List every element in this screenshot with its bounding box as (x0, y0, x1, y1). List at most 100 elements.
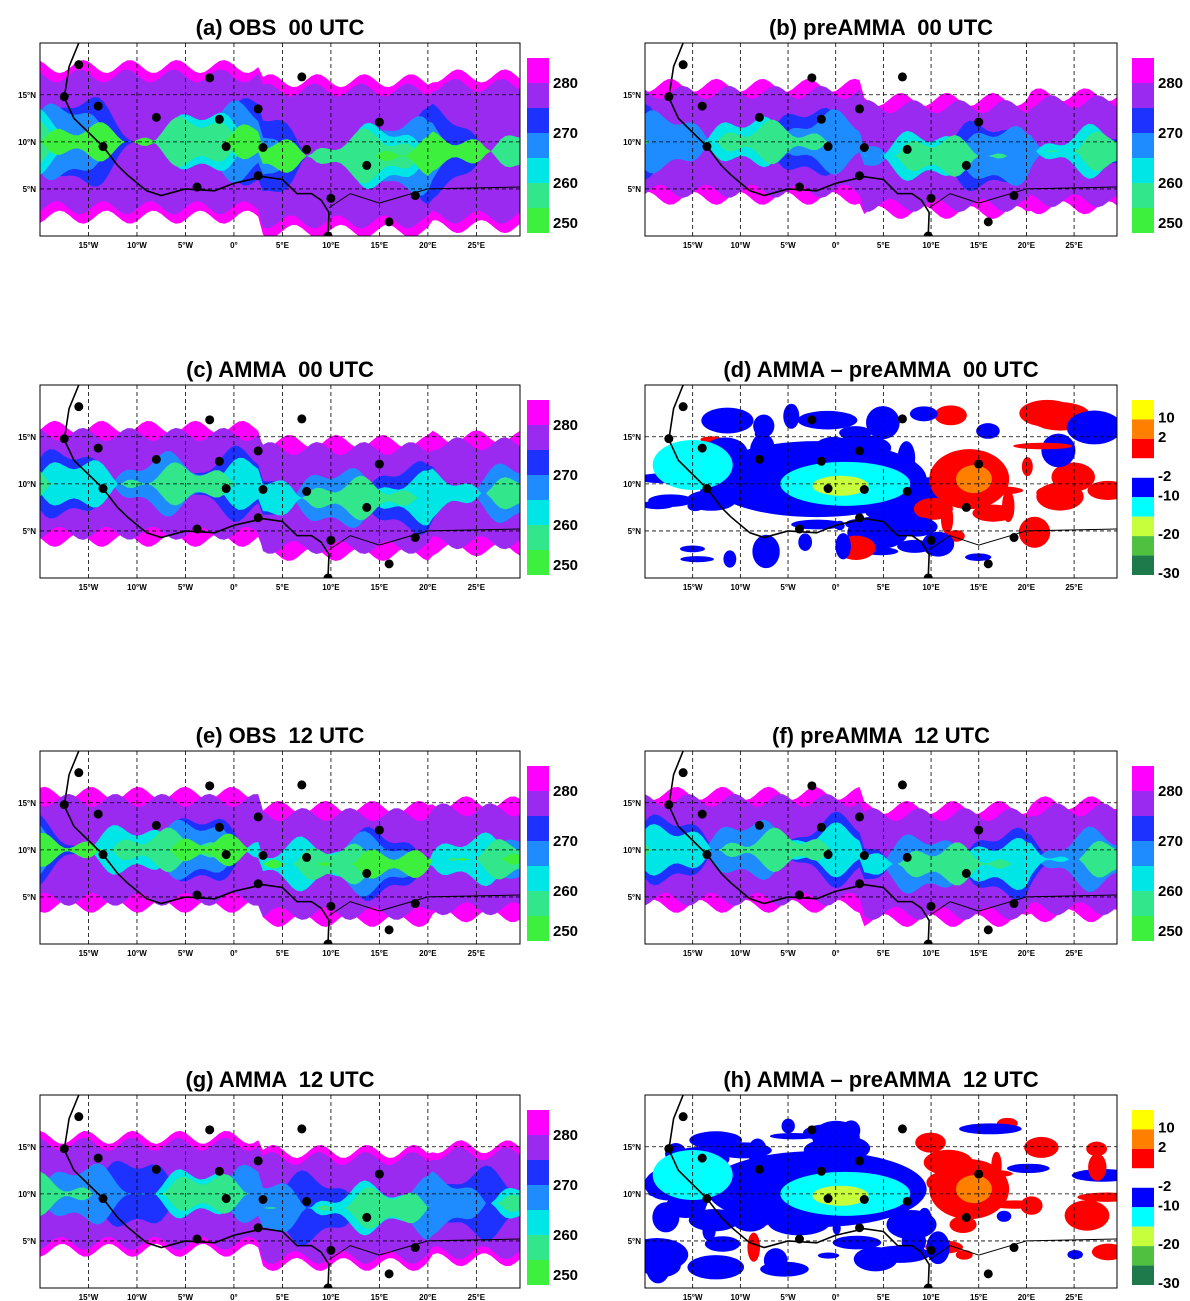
station (1009, 899, 1019, 909)
contour-fill (1018, 516, 1051, 548)
lon-label: 10°E (322, 583, 340, 592)
colorbar-swatch (1132, 816, 1154, 841)
lon-label: 10°W (127, 241, 147, 250)
contour-fill (812, 1185, 869, 1206)
contour-fill (915, 1132, 946, 1153)
station (664, 1144, 674, 1154)
colorbar-label: 250 (553, 1267, 578, 1284)
colorbar-swatch (1132, 1110, 1154, 1130)
contour-fill (754, 429, 765, 439)
station (794, 524, 804, 534)
station (897, 72, 907, 82)
contour-fill (959, 1123, 1022, 1135)
lat-label: 15°N (18, 91, 36, 100)
field (645, 1095, 1117, 1288)
station (253, 446, 263, 456)
colorbar-label: 270 (553, 1177, 578, 1194)
station (859, 143, 869, 153)
colorbar-swatch (527, 1135, 549, 1160)
contour-fill (1067, 1249, 1083, 1260)
lon-label: 5°W (780, 583, 796, 592)
contour-fill (1086, 1141, 1108, 1157)
colorbar-label: 280 (1158, 783, 1183, 800)
station (326, 901, 336, 911)
colorbar-label: 260 (1158, 883, 1183, 900)
station (253, 879, 263, 889)
colorbar-swatch (1132, 1265, 1154, 1285)
station (1009, 191, 1019, 201)
station (923, 939, 933, 944)
station (855, 879, 865, 889)
colorbar-swatch (1132, 791, 1154, 816)
station (362, 160, 372, 170)
colorbar-label: -2 (1158, 1178, 1171, 1195)
colorbar-label: 280 (1158, 75, 1183, 92)
contour-fill (40, 462, 520, 521)
station (702, 484, 712, 494)
lat-label: 10°N (623, 480, 641, 489)
lon-label: 0° (832, 1293, 840, 1301)
panel-title: (c) AMMA 00 UTC (186, 357, 374, 382)
field (40, 1095, 520, 1288)
station (93, 101, 103, 111)
colorbar-swatch (527, 866, 549, 891)
lat-label: 15°N (623, 1143, 641, 1152)
station (697, 1153, 707, 1163)
colorbar-swatch (527, 83, 549, 108)
colorbar-swatch (527, 183, 549, 208)
colorbar-swatch (527, 1110, 549, 1135)
colorbar-swatch (1132, 477, 1154, 498)
lon-label: 20°E (419, 1293, 437, 1301)
contour-fill (955, 1249, 973, 1260)
colorbar-swatch (1132, 916, 1154, 941)
field (645, 43, 1117, 236)
panel-title: (g) AMMA 12 UTC (185, 1067, 374, 1092)
station (678, 1112, 688, 1122)
station (902, 144, 912, 154)
station (697, 101, 707, 111)
station (74, 60, 84, 70)
station (664, 92, 674, 102)
panel: (a) OBS 00 UTC 15°N 10°N 5°N 15°W 10°W 5°W 0° 5°… (18, 15, 578, 250)
station (302, 852, 312, 862)
colorbar-label: 280 (553, 75, 578, 92)
station (794, 890, 804, 900)
contour-fill (892, 516, 938, 537)
coastline (63, 1095, 330, 1288)
station (794, 182, 804, 192)
station (192, 1234, 202, 1244)
lat-label: 5°N (23, 1237, 37, 1246)
contour-fill (723, 550, 737, 568)
contour-fill (797, 410, 858, 430)
station (98, 850, 108, 860)
coastline (668, 751, 930, 944)
lat-label: 15°N (18, 1143, 36, 1152)
lon-label: 25°E (1065, 949, 1083, 958)
station (983, 217, 993, 227)
station (302, 486, 312, 496)
lon-label: 15°W (79, 583, 99, 592)
station (384, 1269, 394, 1279)
contour-fill (701, 407, 754, 434)
station (410, 1243, 420, 1253)
colorbar-swatch (527, 791, 549, 816)
station (362, 868, 372, 878)
station (221, 142, 231, 152)
contour-fill (866, 406, 900, 440)
station (859, 851, 869, 861)
station (253, 513, 263, 523)
colorbar-label: 250 (1158, 215, 1183, 232)
station (253, 1156, 263, 1166)
lat-label: 10°N (623, 846, 641, 855)
contour-fill (645, 119, 1117, 177)
contour-fill (752, 534, 780, 569)
station (59, 800, 69, 810)
colorbar-label: -2 (1158, 468, 1171, 485)
lon-label: 15°W (683, 583, 703, 592)
station (697, 809, 707, 819)
contour-fill (40, 814, 520, 901)
colorbar-label: 250 (1158, 923, 1183, 940)
colorbar-label: 280 (553, 417, 578, 434)
colorbar-swatch (527, 1210, 549, 1235)
colorbar-swatch (1132, 1226, 1154, 1247)
